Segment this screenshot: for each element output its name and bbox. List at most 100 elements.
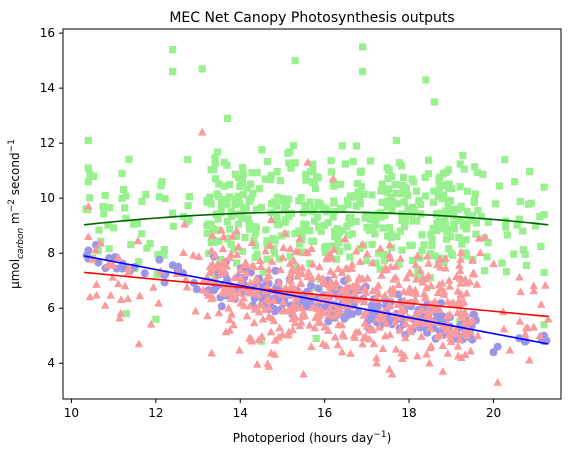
point-square xyxy=(217,209,225,217)
point-square xyxy=(392,136,401,145)
point-triangle xyxy=(333,264,343,273)
point-square xyxy=(271,237,279,245)
point-square xyxy=(330,199,338,207)
point-triangle xyxy=(380,291,390,299)
point-square xyxy=(154,251,162,259)
point-triangle xyxy=(466,327,475,336)
point-triangle xyxy=(410,294,420,303)
point-square xyxy=(329,242,337,250)
point-circle xyxy=(374,301,383,310)
point-triangle xyxy=(412,274,421,283)
point-square xyxy=(118,169,126,178)
point-triangle xyxy=(267,256,277,265)
point-square xyxy=(418,231,426,239)
point-triangle xyxy=(429,304,439,313)
point-square xyxy=(287,164,295,172)
point-triangle xyxy=(318,278,327,287)
point-square xyxy=(401,223,409,231)
point-triangle xyxy=(418,273,428,282)
point-triangle xyxy=(262,294,272,303)
point-square xyxy=(421,173,429,181)
y-tick-label: 12 xyxy=(40,136,55,150)
point-square xyxy=(447,233,455,241)
point-triangle xyxy=(106,290,116,299)
point-circle xyxy=(394,290,403,299)
point-triangle xyxy=(416,266,425,274)
point-triangle xyxy=(444,329,454,338)
point-triangle xyxy=(499,324,509,333)
point-square xyxy=(465,212,473,220)
point-triangle xyxy=(521,323,531,332)
point-square xyxy=(343,196,351,205)
point-square xyxy=(207,166,215,174)
point-square xyxy=(398,246,406,254)
point-triangle xyxy=(207,246,216,254)
point-square xyxy=(281,201,289,210)
point-square xyxy=(130,220,138,228)
point-triangle xyxy=(269,296,279,305)
point-triangle xyxy=(385,300,394,309)
point-square xyxy=(306,168,315,176)
point-square xyxy=(302,201,310,210)
point-triangle xyxy=(218,244,228,253)
point-triangle xyxy=(424,271,433,280)
point-square xyxy=(203,229,211,238)
x-tick-label: 12 xyxy=(148,406,163,420)
point-triangle xyxy=(465,277,475,286)
point-square xyxy=(336,247,344,256)
point-triangle xyxy=(330,332,340,341)
point-square xyxy=(311,184,320,193)
y-axis-title: μmolcarbon m−2 second−1 xyxy=(7,139,26,289)
point-square xyxy=(492,200,500,208)
point-circle xyxy=(209,286,218,295)
point-triangle xyxy=(338,329,348,338)
point-square xyxy=(410,178,418,186)
y-tick-label: 14 xyxy=(40,81,55,95)
point-square xyxy=(122,214,130,222)
point-triangle xyxy=(305,320,314,329)
point-square xyxy=(261,175,269,183)
point-square xyxy=(516,197,524,206)
point-square xyxy=(84,178,92,186)
point-square xyxy=(302,176,310,184)
point-square xyxy=(311,217,319,225)
point-triangle xyxy=(225,253,234,261)
point-triangle xyxy=(425,358,434,367)
point-triangle xyxy=(401,319,411,327)
point-square xyxy=(362,256,371,265)
point-triangle xyxy=(433,331,442,340)
point-triangle xyxy=(454,299,464,308)
point-triangle xyxy=(360,318,370,327)
point-triangle xyxy=(529,281,538,290)
point-square xyxy=(243,184,251,192)
point-square xyxy=(436,183,444,191)
point-square xyxy=(430,198,438,206)
point-square xyxy=(237,178,245,186)
point-square xyxy=(320,221,328,229)
point-triangle xyxy=(243,287,253,295)
point-square xyxy=(336,180,344,188)
point-square xyxy=(263,241,271,249)
point-square xyxy=(447,197,455,205)
point-square xyxy=(169,46,177,54)
point-circle xyxy=(155,255,164,264)
trend-lines xyxy=(83,211,549,345)
point-triangle xyxy=(265,241,275,249)
point-square xyxy=(347,213,355,222)
point-square xyxy=(238,247,246,255)
point-triangle xyxy=(424,306,433,315)
point-square xyxy=(184,202,192,210)
point-circle xyxy=(343,311,352,320)
point-square xyxy=(158,178,166,186)
point-triangle xyxy=(230,273,239,282)
point-square xyxy=(515,215,524,223)
point-circle xyxy=(130,262,139,271)
point-square xyxy=(474,206,482,215)
point-square xyxy=(359,68,367,76)
point-triangle xyxy=(391,344,401,353)
point-square xyxy=(312,334,320,343)
y-tick-label: 4 xyxy=(47,356,55,370)
point-triangle xyxy=(456,290,466,299)
trend-line-blue xyxy=(83,255,549,345)
point-triangle xyxy=(232,226,241,235)
